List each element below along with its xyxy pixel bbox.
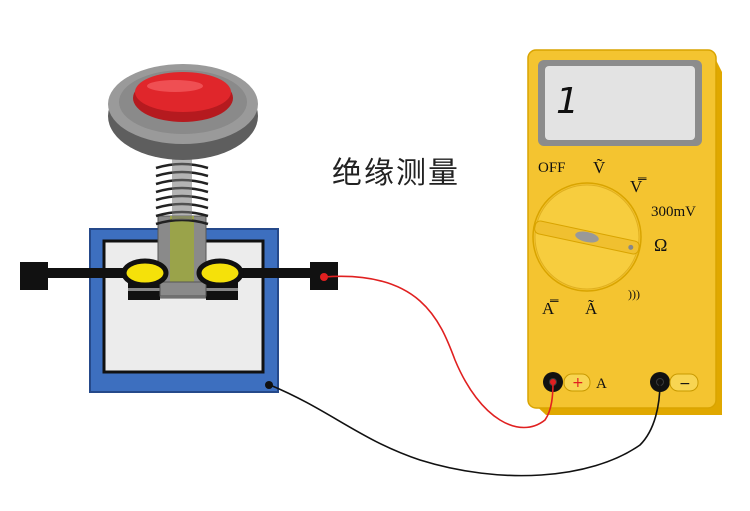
- dial-label-millivolts: 300mV: [651, 204, 696, 220]
- lcd-screen: [545, 66, 695, 140]
- negative-jack-badge: [669, 373, 699, 392]
- push-button-switch: [20, 64, 338, 393]
- diagram-caption: 绝缘测量: [332, 156, 460, 191]
- black-test-lead: [269, 381, 661, 477]
- positive-jack-badge: [563, 373, 591, 392]
- frame-ground-screw: [265, 381, 273, 389]
- negative-jack-symbol: −: [679, 376, 691, 392]
- positive-jack-symbol: +: [572, 375, 584, 391]
- spring-core: [172, 150, 192, 220]
- left-terminal-screw: [121, 258, 169, 288]
- red-button-top[interactable]: [135, 72, 231, 112]
- selector-indicator-dot: [628, 244, 634, 250]
- contact-bridge: [159, 281, 207, 297]
- black-lead-plug: [657, 379, 663, 385]
- left-terminal-block: [20, 262, 48, 290]
- red-test-lead: [323, 275, 554, 429]
- right-terminal-bar: [228, 268, 318, 278]
- left-terminal-bar: [40, 268, 140, 278]
- left-contact-clamp-gap: [128, 288, 160, 291]
- right-terminal-screw: [196, 258, 244, 288]
- red-lead-probe-tip: [320, 273, 328, 281]
- positive-jack-label: A: [596, 376, 607, 392]
- selector-pointer-grip: [575, 231, 599, 243]
- red-button-highlight: [147, 80, 203, 92]
- right-contact-clamp-gap: [206, 288, 238, 291]
- dial-label-ohms: Ω: [654, 235, 667, 255]
- dial-label-ac-volts: Ṽ: [593, 158, 606, 177]
- plunger-shaft-inner: [170, 216, 194, 292]
- lcd-reading: 1: [556, 81, 579, 122]
- dial-label-ac-amps: Ã: [585, 299, 598, 318]
- test-leads: [269, 273, 663, 477]
- rotary-selector[interactable]: [532, 182, 642, 292]
- dial-label-off: OFF: [538, 160, 566, 176]
- red-lead-plug: [550, 379, 556, 385]
- multimeter: 1 OFF Ṽ V̿ 300mV Ω ))) A̿ Ã + A: [527, 49, 722, 415]
- dial-label-continuity: ))): [628, 287, 640, 301]
